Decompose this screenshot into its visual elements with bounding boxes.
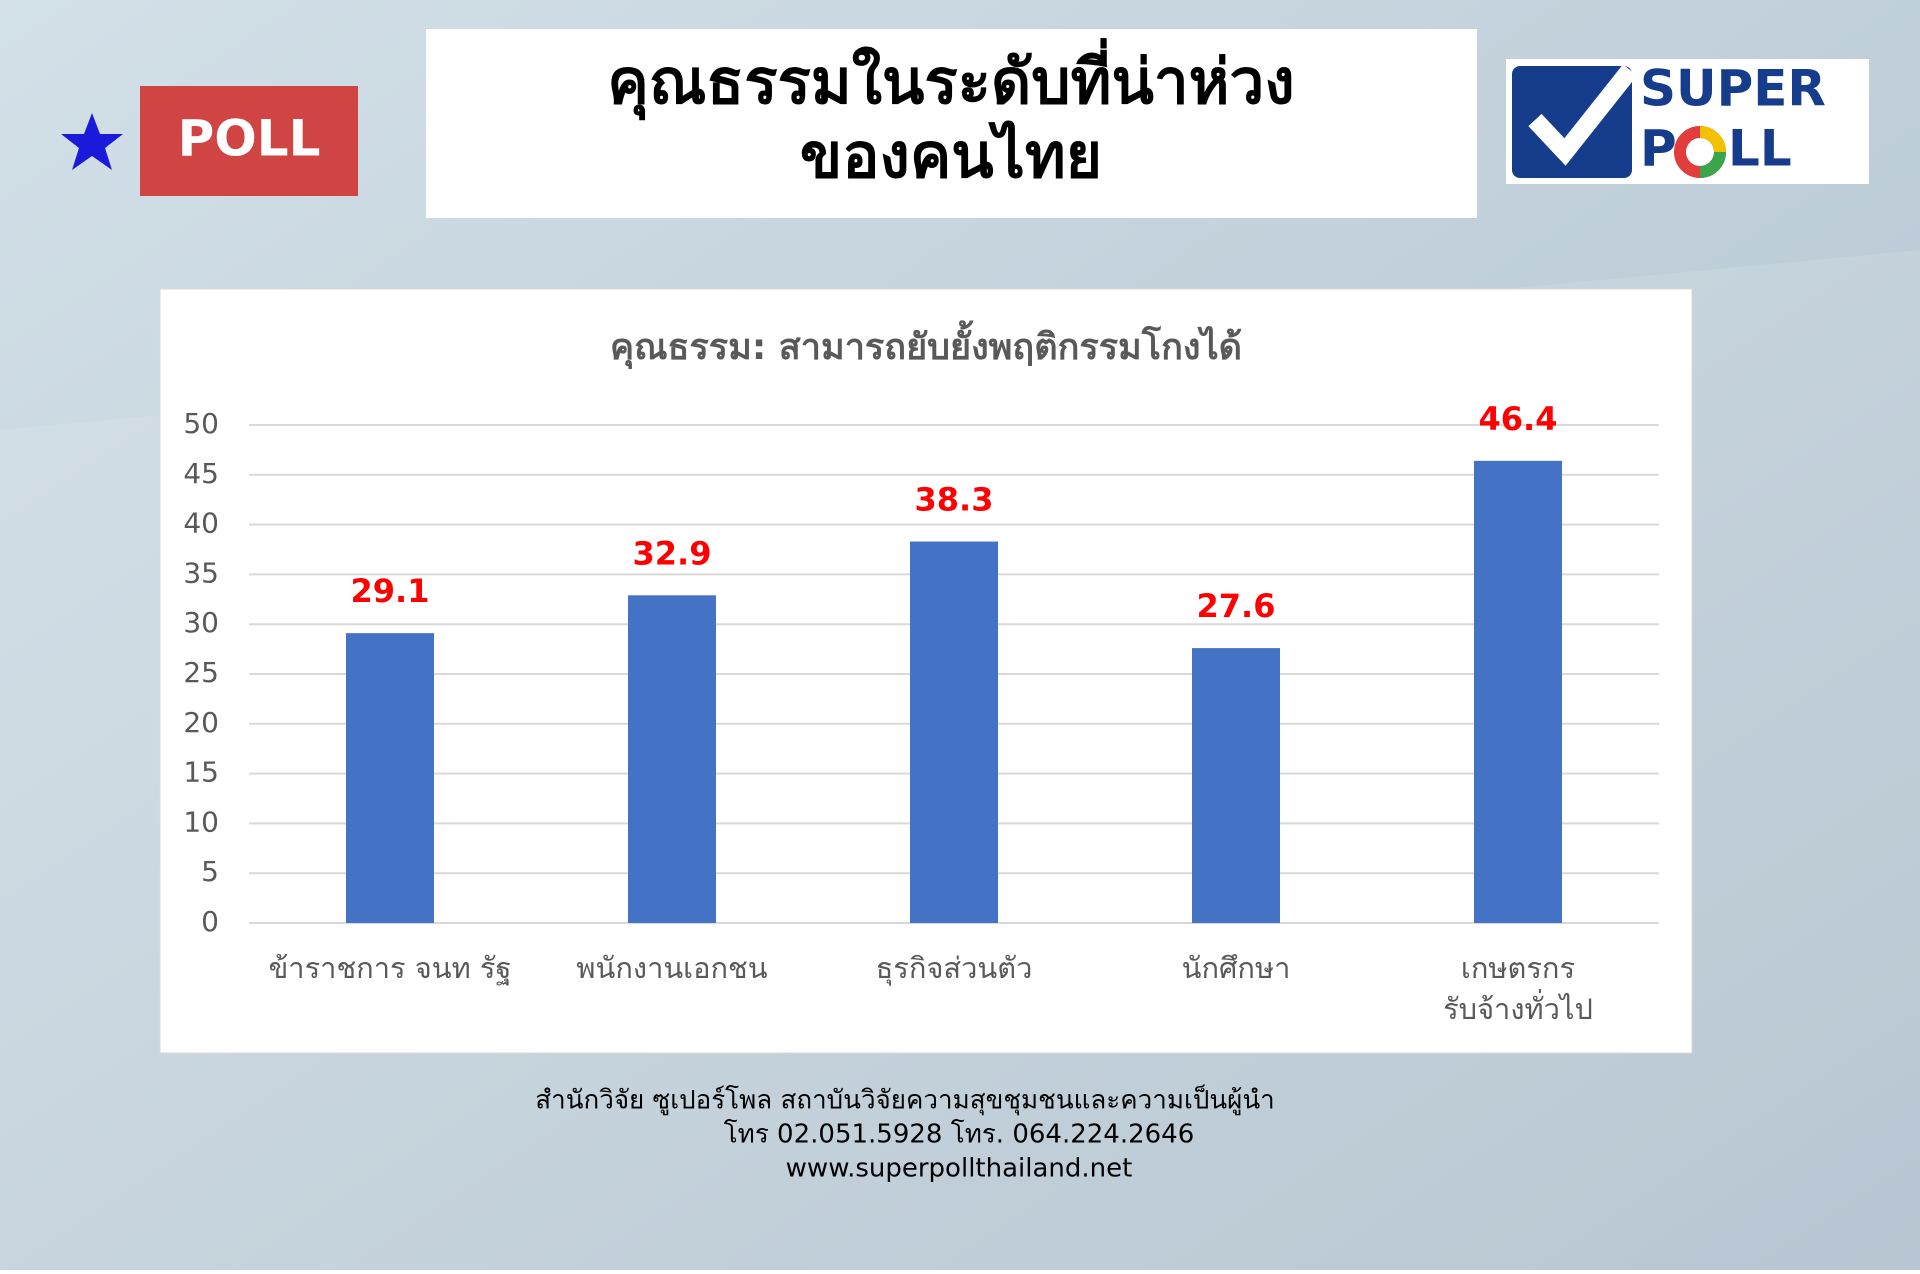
value-label: 38.3	[915, 481, 994, 519]
value-label: 46.4	[1479, 400, 1558, 438]
bar	[628, 595, 716, 923]
y-tick-label: 45	[183, 457, 219, 490]
footer-line: www.superpollthailand.net	[786, 1154, 1133, 1184]
logo-text: LL	[1728, 120, 1792, 178]
y-tick-label: 35	[183, 556, 219, 589]
plot: 0 5 10 15 20 25 30 35 40 45 50 ข้าราชการ จนท รัฐ 29.…	[183, 400, 1659, 1026]
y-tick-label: 20	[183, 706, 219, 739]
x-tick-label: ข้าราชการ จนท รัฐ	[268, 951, 511, 986]
y-tick-label: 30	[183, 606, 219, 639]
value-label: 27.6	[1197, 587, 1276, 625]
y-tick-label: 0	[201, 905, 219, 938]
logo-check	[1528, 64, 1638, 166]
y-tick-label: 10	[183, 805, 219, 838]
x-tick-label: รับจ้างทั่วไป	[1443, 989, 1593, 1026]
bar	[910, 541, 998, 923]
badge-text: POLL	[178, 110, 321, 168]
x-tick-label: เกษตรกร	[1461, 951, 1575, 985]
y-tick-label: 15	[183, 756, 219, 789]
value-label: 32.9	[633, 534, 712, 572]
logo-o	[1699, 126, 1726, 153]
bar	[346, 633, 434, 923]
logo-text: P	[1640, 120, 1677, 178]
title-box	[426, 29, 1477, 218]
footer-line: สำนักวิจัย ซูเปอร์โพล สถาบันวิจัยความสุข…	[535, 1084, 1275, 1116]
poll-badge	[140, 86, 358, 196]
y-tick-label: 5	[201, 855, 219, 888]
bar	[1192, 648, 1280, 923]
footer-line: โทร 02.051.5928 โทร. 064.224.2646	[724, 1119, 1195, 1150]
bar	[1474, 460, 1562, 923]
star	[61, 113, 123, 170]
main-title: คุณธรรมในระดับที่น่าห่วง	[607, 38, 1294, 120]
logo-o	[1699, 151, 1726, 178]
chart-title: คุณธรรม: สามารถยับยั้งพฤติกรรมโกงได้	[610, 320, 1242, 370]
x-tick-label: พนักงานเอกชน	[576, 951, 767, 985]
y-tick-label: 50	[183, 407, 219, 440]
x-tick-label: ธุรกิจส่วนตัว	[876, 951, 1033, 986]
x-tick-label: นักศึกษา	[1182, 951, 1291, 985]
logo-text: SUPER	[1640, 60, 1826, 118]
y-tick-label: 25	[183, 656, 219, 689]
y-tick-label: 40	[183, 507, 219, 540]
value-label: 29.1	[351, 572, 430, 610]
main-title: ของคนไทย	[800, 119, 1102, 192]
